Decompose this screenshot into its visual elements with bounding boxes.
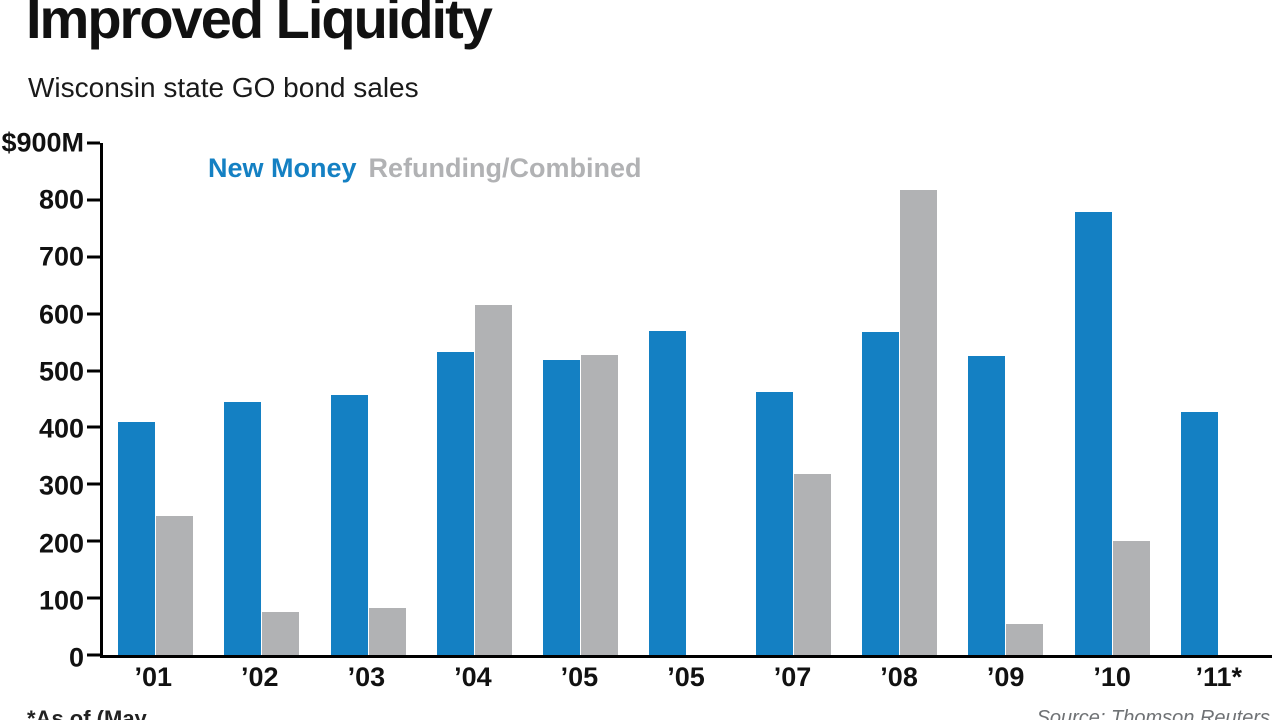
bar-new-money — [330, 395, 368, 655]
bar-group — [847, 143, 953, 655]
chart-subtitle: Wisconsin state GO bond sales — [28, 72, 419, 103]
y-axis-tick-label: 100 — [38, 585, 84, 616]
x-axis-label: ’05 — [667, 662, 705, 692]
x-axis-label: ’08 — [880, 662, 918, 692]
bar-group — [316, 143, 422, 655]
bar-group — [209, 143, 315, 655]
y-axis-tick — [87, 653, 100, 657]
bar-new-money — [862, 332, 900, 655]
x-axis-label: ’02 — [241, 662, 279, 692]
bar-refunding — [474, 305, 512, 655]
bar-group — [741, 143, 847, 655]
bar-group — [103, 143, 209, 655]
bar-refunding — [156, 515, 194, 655]
y-axis-tick — [87, 539, 100, 543]
footnote: *As of (May — [27, 706, 147, 720]
y-axis-tick — [87, 425, 100, 429]
bar-refunding — [368, 608, 406, 655]
bar-group — [1059, 143, 1165, 655]
y-axis-tick — [87, 198, 100, 202]
plot-area: New Money Refunding/Combined — [87, 141, 1272, 658]
x-axis-label: ’05 — [560, 662, 599, 692]
chart-legend: New Money Refunding/Combined — [208, 153, 642, 184]
x-axis-label: ’07 — [773, 662, 812, 692]
bar-new-money — [968, 355, 1006, 655]
y-axis-tick-label: 600 — [38, 299, 84, 330]
bar-new-money — [224, 401, 262, 655]
bar-refunding — [1006, 623, 1044, 655]
y-axis-tick — [87, 312, 100, 316]
x-axis-label: ’01 — [134, 662, 173, 692]
bar-refunding — [900, 189, 938, 655]
x-axis-label: ’11* — [1195, 662, 1242, 692]
bar-group — [953, 143, 1059, 655]
bar-refunding — [1112, 541, 1150, 655]
x-axis-label: ’03 — [347, 662, 386, 692]
y-axis-tick — [87, 255, 100, 259]
bar-refunding — [262, 612, 300, 655]
bar-group — [1166, 143, 1272, 655]
y-axis-tick-label: 0 — [68, 642, 84, 673]
bar-new-money — [755, 392, 793, 655]
bar-new-money — [1074, 212, 1112, 655]
bar-refunding — [581, 355, 619, 655]
bar-group — [634, 143, 740, 655]
y-axis-tick — [87, 596, 100, 600]
bar-new-money — [436, 351, 474, 655]
page-title: Improved Liquidity — [26, 0, 493, 50]
y-axis-tick-label: 700 — [38, 241, 84, 272]
bar-group — [528, 143, 634, 655]
y-axis-tick-label: 400 — [38, 413, 84, 444]
bar-new-money — [649, 330, 687, 655]
y-axis-tick — [87, 369, 100, 373]
x-axis-label: ’10 — [1093, 662, 1131, 692]
y-axis-tick-label: 200 — [38, 528, 84, 559]
bar-new-money — [118, 421, 156, 655]
x-axis-labels: ’01 ’02 ’03 ’04 ’05 ’05 ’07 ’08 ’09 ’10 ’11* — [100, 662, 1272, 702]
legend-refunding: Refunding/Combined — [368, 153, 642, 183]
x-axis-label: ’04 — [454, 662, 492, 692]
bar-new-money — [543, 359, 581, 655]
bar-refunding — [793, 474, 831, 655]
y-axis-tick-label: 500 — [38, 356, 84, 387]
y-axis-tick-label: 300 — [38, 470, 84, 501]
y-axis-labels: $900M 800 700 600 500 400 300 200 100 0 — [0, 128, 84, 673]
bar-new-money — [1180, 412, 1218, 655]
legend-new-money: New Money — [208, 153, 357, 183]
y-axis-tick — [87, 482, 100, 486]
y-axis-tick-label: 800 — [38, 184, 84, 215]
bar-group — [422, 143, 528, 655]
y-axis-tick — [87, 141, 100, 145]
x-axis-label: ’09 — [986, 662, 1025, 692]
y-axis-tick-label: $900M — [1, 127, 84, 158]
source-credit: Source: Thomson Reuters — [1036, 707, 1270, 720]
